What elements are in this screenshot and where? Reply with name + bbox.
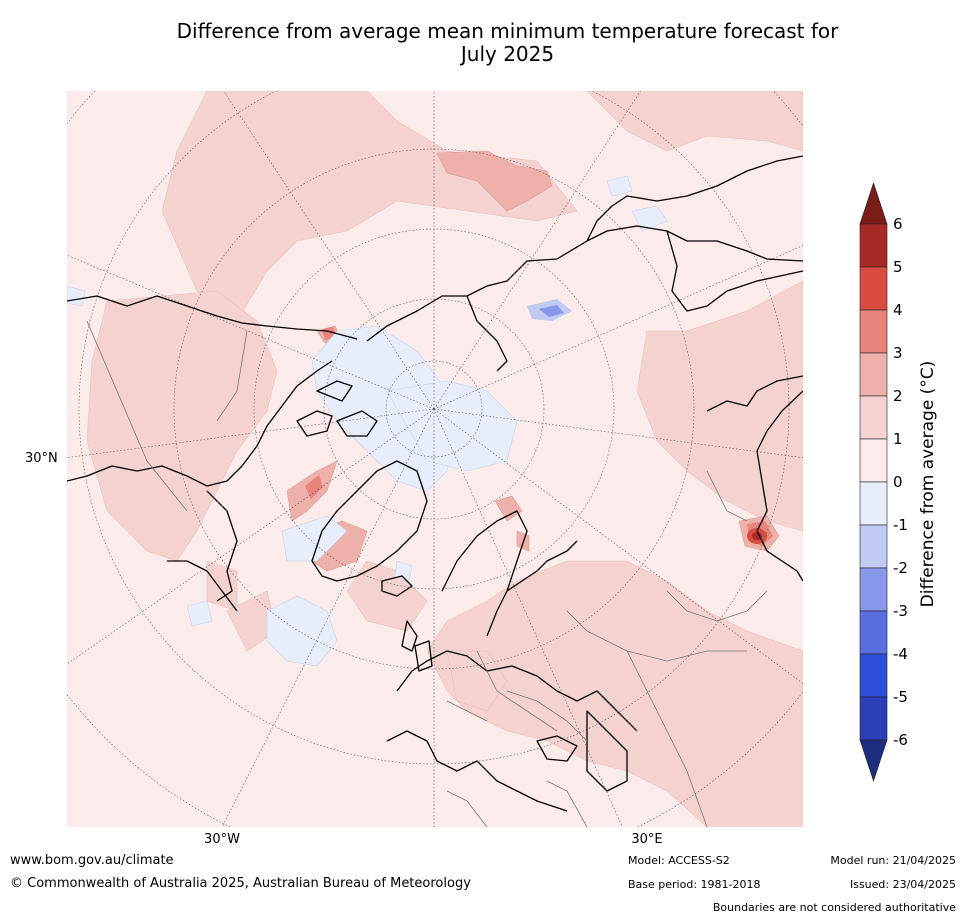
colorbar xyxy=(858,182,948,783)
lat-label-30n: 30°N xyxy=(25,451,58,466)
colorbar-tick: 2 xyxy=(893,387,903,405)
lon-label-30w: 30°W xyxy=(204,832,240,847)
colorbar-svg xyxy=(859,182,888,782)
copyright-text: © Commonwealth of Australia 2025, Austra… xyxy=(10,876,471,891)
issued-text: Issued: 23/04/2025 xyxy=(849,878,956,891)
colorbar-tick: 4 xyxy=(893,301,903,319)
title-line-1: Difference from average mean minimum tem… xyxy=(176,19,839,43)
website-text: www.bom.gov.au/climate xyxy=(10,853,174,868)
colorbar-tick: 3 xyxy=(893,344,903,362)
colorbar-extend-min xyxy=(859,739,888,782)
model-text: Model: ACCESS-S2 xyxy=(628,854,730,867)
disclaimer-text: Boundaries are not considered authoritat… xyxy=(712,901,956,914)
colorbar-tick: -4 xyxy=(893,645,908,663)
country-borders xyxy=(86,320,768,827)
anomaly-map xyxy=(67,91,803,827)
colorbar-tick: -2 xyxy=(893,559,908,577)
anomaly-field-m1-0 xyxy=(67,175,668,667)
coastlines xyxy=(67,155,803,812)
colorbar-tick: -6 xyxy=(893,731,908,749)
colorbar-tick: 1 xyxy=(893,430,903,448)
graticule xyxy=(67,91,803,827)
map-title: Difference from average mean minimum tem… xyxy=(60,20,955,66)
base-period-text: Base period: 1981-2018 xyxy=(628,878,761,891)
colorbar-tick: 0 xyxy=(893,473,903,491)
anomaly-map-svg xyxy=(67,91,803,827)
colorbar-label-text: Difference from average (°C) xyxy=(918,360,938,608)
colorbar-tick: -1 xyxy=(893,516,908,534)
anomaly-field-m3-m2 xyxy=(539,305,564,317)
colorbar-tick: -5 xyxy=(893,688,908,706)
colorbar-tick: 5 xyxy=(893,258,903,276)
colorbar-tick: -3 xyxy=(893,602,908,620)
colorbar-extend-max xyxy=(859,182,888,225)
model-run-text: Model run: 21/04/2025 xyxy=(830,854,956,867)
lon-label-30e: 30°E xyxy=(631,832,663,847)
colorbar-bins xyxy=(859,223,888,741)
title-line-2: July 2025 xyxy=(460,42,555,66)
colorbar-tick: 6 xyxy=(893,215,903,233)
